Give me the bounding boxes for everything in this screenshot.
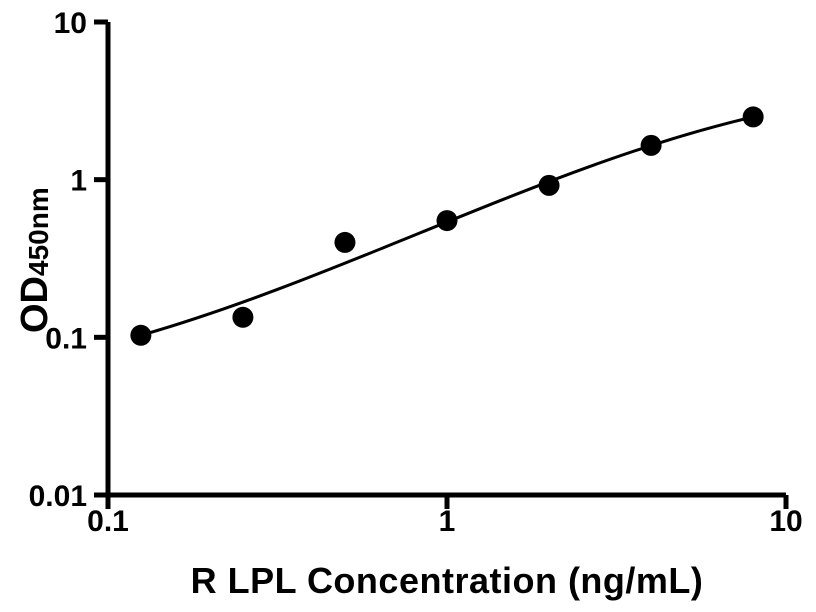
data-point	[334, 231, 356, 253]
y-axis-title-subscript: 450nm	[23, 187, 54, 276]
axes-group	[105, 21, 786, 498]
y-tick-label: 10	[54, 7, 87, 40]
axis-frame	[105, 21, 786, 498]
data-point	[640, 134, 662, 156]
data-point	[742, 106, 764, 128]
x-tick-label: 0.1	[87, 505, 129, 538]
x-tick-label: 1	[439, 505, 456, 538]
y-tick-label: 0.01	[29, 480, 87, 513]
data-point	[130, 324, 152, 346]
x-axis-title: R LPL Concentration (ng/mL)	[191, 560, 704, 601]
data-point	[232, 306, 254, 328]
data-point	[436, 210, 458, 232]
y-axis-title-main: OD	[14, 276, 56, 333]
data-point	[538, 174, 560, 196]
x-tick-label: 10	[769, 505, 802, 538]
y-tick-label: 1	[70, 165, 87, 198]
y-tick-label: 0.1	[45, 322, 87, 355]
points-group	[130, 106, 764, 346]
y-axis-title: OD450nm	[14, 187, 56, 333]
